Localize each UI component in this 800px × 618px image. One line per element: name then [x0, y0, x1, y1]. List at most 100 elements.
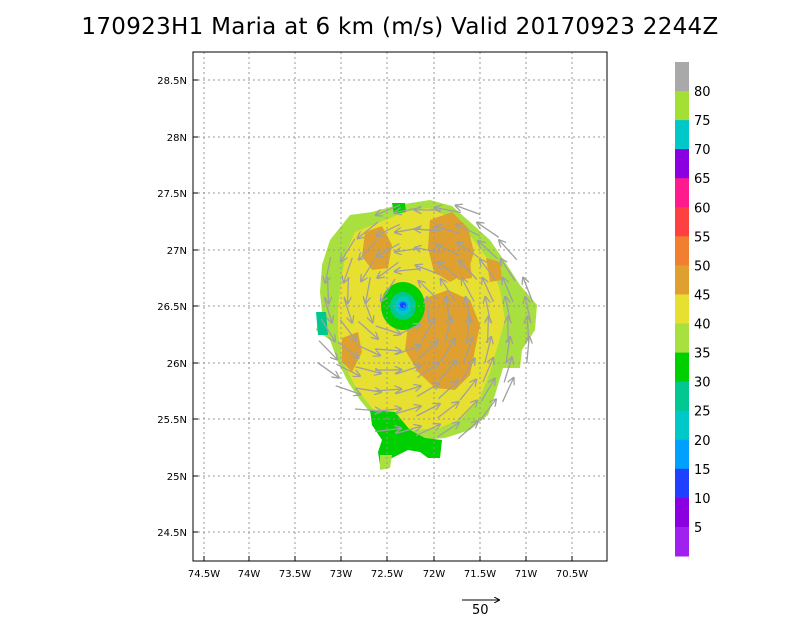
wind-vector	[444, 317, 451, 343]
wind-region-30-35-west	[316, 312, 328, 335]
colorbar-swatch	[675, 178, 689, 208]
colorbar-swatch	[675, 410, 689, 441]
wind-vector	[456, 206, 481, 216]
wind-region-45-50-nw	[362, 226, 392, 270]
wind-region-45-50-e	[486, 258, 502, 282]
reference-vector-label: 50	[472, 603, 489, 618]
colorbar-label: 25	[694, 405, 711, 420]
wind-vector	[317, 361, 338, 377]
wind-speed-field	[316, 200, 537, 470]
lon-tick-label: 74W	[238, 569, 261, 580]
wind-vector	[343, 297, 352, 323]
wind-vector	[336, 363, 359, 376]
wind-vector	[328, 276, 329, 303]
colorbar-label: 65	[694, 172, 711, 187]
colorbar-swatch	[675, 120, 689, 150]
wind-vector	[436, 423, 459, 438]
colorbar-label: 75	[694, 114, 711, 129]
lat-tick-label: 26.5N	[157, 302, 187, 313]
wind-vector	[523, 278, 534, 303]
colorbar-swatch	[675, 149, 689, 179]
wind-vector	[348, 276, 349, 303]
wind-vector	[459, 260, 478, 280]
wind-vector	[396, 324, 419, 337]
wind-vector	[418, 341, 438, 360]
wind-vector	[344, 257, 353, 283]
wind-vector	[484, 337, 491, 363]
wind-vector	[479, 400, 496, 421]
lon-tick-label: 73W	[330, 569, 353, 580]
colorbar-swatch	[675, 526, 689, 557]
wind-vector	[477, 223, 500, 238]
wind-vector	[488, 317, 489, 344]
colorbar-label: 60	[694, 201, 711, 216]
colorbar-label: 15	[694, 463, 711, 478]
wind-vector	[440, 339, 454, 362]
colorbar-label: 70	[694, 143, 711, 158]
colorbar-swatch	[675, 352, 689, 383]
wind-vector	[395, 406, 421, 415]
wind-vector	[361, 258, 376, 281]
colorbar-swatch	[675, 323, 689, 354]
colorbar: 80 75 70 65 60 55 50 45 40 35 30 25 20 15 10 5	[675, 62, 711, 557]
colorbar-swatch	[675, 207, 689, 237]
wind-vector	[501, 378, 514, 403]
wind-vector	[416, 265, 441, 276]
plot-title: 170923H1 Maria at 6 km (m/s) Valid 20170…	[81, 14, 719, 40]
lon-tick-label: 74.5W	[188, 569, 220, 580]
colorbar-label: 35	[694, 347, 711, 362]
wind-vector	[482, 358, 493, 383]
colorbar-swatch	[675, 497, 689, 528]
colorbar-label: 10	[694, 492, 711, 507]
wind-vector	[325, 257, 332, 282]
lon-tick-label: 73.5W	[279, 569, 311, 580]
colorbar-label: 45	[694, 288, 711, 303]
map-gridlines	[193, 52, 607, 561]
wind-vector	[437, 381, 457, 400]
eye-10	[400, 302, 406, 308]
wind-vector	[417, 362, 438, 379]
colorbar-swatch	[675, 265, 689, 295]
wind-vector	[508, 317, 509, 344]
wind-vector	[458, 401, 477, 420]
wind-vector	[357, 320, 377, 338]
lat-tick-label: 26N	[167, 359, 187, 370]
wind-vector	[462, 279, 475, 302]
wind-vector	[527, 337, 529, 364]
colorbar-swatch	[675, 439, 689, 470]
colorbar-label: 55	[694, 230, 711, 245]
wind-vector	[483, 278, 495, 303]
lon-tick-label: 72.5W	[371, 569, 403, 580]
wind-region-45-50-se	[405, 290, 480, 390]
wind-vector	[395, 345, 420, 356]
wind-vector	[462, 338, 473, 363]
wind-vector	[395, 366, 421, 375]
reference-vector: 50	[462, 600, 499, 618]
wind-vectors	[317, 204, 534, 440]
wind-vector	[416, 404, 439, 417]
wind-vector	[320, 318, 335, 341]
wind-vector	[415, 424, 439, 437]
wind-vector	[419, 281, 438, 300]
wind-vector	[480, 260, 497, 281]
wind-vector	[420, 319, 435, 342]
wind-region-30-35-south	[370, 410, 442, 465]
wind-vector	[318, 340, 337, 360]
wind-vector	[376, 223, 401, 235]
wind-vector	[438, 262, 459, 279]
wind-vector	[395, 426, 421, 435]
wind-region-35-40-south	[380, 455, 392, 470]
wind-vector	[376, 204, 401, 215]
lat-tick-label: 27.5N	[157, 189, 187, 200]
wind-vector	[503, 358, 512, 383]
colorbar-swatch	[675, 381, 689, 412]
lon-tick-label: 71.5W	[464, 569, 496, 580]
colorbar-swatch	[675, 91, 689, 121]
latitude-labels: 28.5N 28N 27.5N 27N 26.5N 26N 25.5N 25N 24.5N	[157, 76, 198, 539]
wind-vector	[374, 349, 401, 351]
wind-vector	[375, 325, 401, 334]
lat-tick-label: 27N	[167, 246, 187, 257]
wind-vector	[355, 344, 380, 356]
colorbar-swatch	[675, 468, 689, 499]
